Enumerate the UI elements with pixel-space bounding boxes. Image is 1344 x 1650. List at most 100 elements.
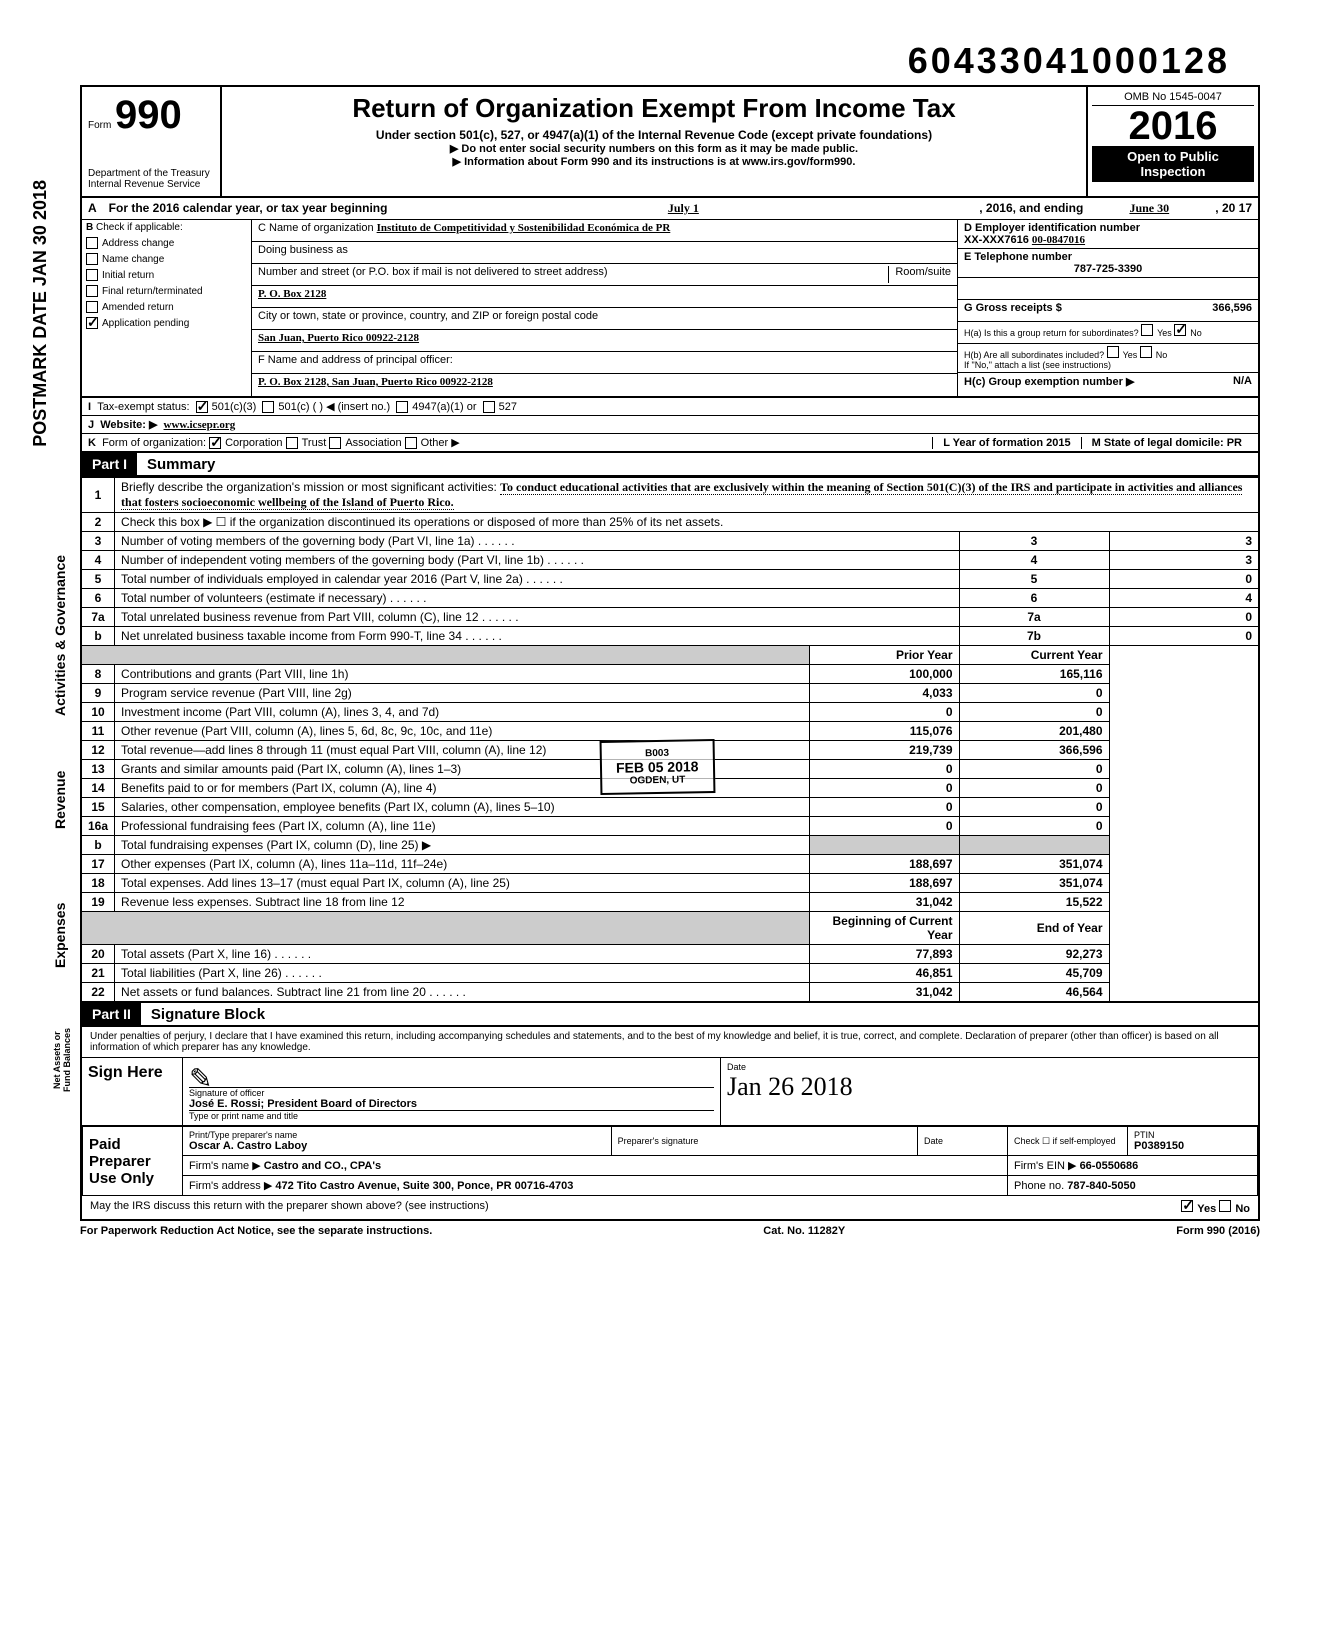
part2-title: Signature Block [141,1006,265,1023]
chk-corporation[interactable] [209,437,221,449]
col-prior-year: Prior Year [809,646,959,665]
chk-final-return[interactable] [86,285,98,297]
name-change-label: Name change [102,254,164,265]
firm-addr-label: Firm's address ▶ [189,1180,272,1192]
col-end-year: End of Year [959,912,1109,945]
arrow-note-1: ▶ Do not enter social security numbers o… [228,142,1080,155]
hc-label: H(c) Group exemption number ▶ [964,376,1134,388]
ha-yes[interactable] [1141,324,1153,336]
b-label: B [86,222,93,233]
e-label: E Telephone number [964,251,1072,263]
part2-label: Part II [82,1003,141,1025]
form-number: 990 [115,93,182,137]
tax-end: June 30 [1089,198,1209,219]
col-de: D Employer identification numberXX-XXX76… [958,220,1258,396]
firm-ein-label: Firm's EIN ▶ [1014,1160,1077,1172]
ptin-label: PTIN [1134,1130,1251,1140]
row-a-text: For the 2016 calendar year, or tax year … [103,198,394,219]
part2-header: Part II Signature Block [80,1003,1260,1027]
col-b: B Check if applicable: Address change Na… [82,220,252,396]
chk-other[interactable] [405,437,417,449]
chk-application-pending[interactable] [86,317,98,329]
chk-name-change[interactable] [86,253,98,265]
m-label: M State of legal domicile: [1092,437,1224,449]
open-public: Open to Public [1095,149,1251,164]
opt-corporation: Corporation [225,437,282,449]
opt-501c: 501(c) ( ) ◀ (insert no.) [278,400,390,413]
row-j: J Website: ▶ www.icsepr.org [80,416,1260,434]
vtab-revenue: Revenue [52,750,68,850]
chk-501c3[interactable] [196,401,208,413]
sig-date-label: Date [727,1062,1252,1072]
initial-return-label: Initial return [102,270,154,281]
opt-501c3: 501(c)(3) [212,401,257,413]
hb-label: H(b) Are all subordinates included? [964,350,1104,360]
application-pending-label: Application pending [102,318,189,329]
firm-address: 472 Tito Castro Avenue, Suite 300, Ponce… [275,1180,573,1192]
line2-text: Check this box ▶ ☐ if the organization d… [115,513,1259,532]
form-of-org-label: Form of organization: [102,437,206,449]
chk-trust[interactable] [286,437,298,449]
part1-title: Summary [137,456,215,473]
website-url: www.icsepr.org [164,419,236,431]
paid-preparer-label: Paid Preparer Use Only [83,1127,183,1196]
form-page: 60433041000128 POSTMARK DATE JAN 30 2018… [80,40,1260,1241]
chk-initial-return[interactable] [86,269,98,281]
form-footer: Form 990 (2016) [1176,1225,1260,1237]
preparer-date-label: Date [924,1136,1001,1146]
signature-block: Under penalties of perjury, I declare th… [80,1027,1260,1221]
stamp-date: FEB 05 2018 [616,758,699,775]
col-c: C Name of organization Instituto de Comp… [252,220,958,396]
inspection-label: Inspection [1095,164,1251,179]
col-begin-year: Beginning of Current Year [809,912,959,945]
line1-label: Briefly describe the organization's miss… [121,480,497,494]
i-label: I [88,401,91,413]
form-label: Form [88,120,111,131]
chk-501c[interactable] [262,401,274,413]
firm-name-label: Firm's name ▶ [189,1160,261,1172]
opt-527: 527 [499,401,517,413]
sig-officer-label: Signature of officer [189,1088,714,1098]
chk-527[interactable] [483,401,495,413]
org-name: Instituto de Competitividad y Sostenibil… [377,222,671,234]
sign-here-label: Sign Here [82,1058,182,1125]
preparer-name: Oscar A. Castro Laboy [189,1140,307,1152]
chk-association[interactable] [329,437,341,449]
opt-trust: Trust [302,437,327,449]
chk-address-change[interactable] [86,237,98,249]
discuss-no[interactable] [1219,1200,1231,1212]
address-change-label: Address change [102,238,174,249]
type-name-label: Type or print name and title [189,1111,714,1121]
d-label: D Employer identification number [964,222,1140,234]
website-label: Website: ▶ [100,418,157,431]
hb-yes[interactable] [1107,346,1119,358]
ha-no[interactable] [1174,324,1186,336]
addr-label: Number and street (or P.O. box if mail i… [258,266,888,283]
preparer-table: Paid Preparer Use Only Print/Type prepar… [82,1126,1258,1196]
row-a: A For the 2016 calendar year, or tax yea… [80,198,1260,220]
postmark-stamp: POSTMARK DATE JAN 30 2018 [30,180,51,447]
part1-label: Part I [82,453,137,475]
phone-label: Phone no. [1014,1180,1064,1192]
f-label: F Name and address of principal officer: [258,354,453,366]
ha-label: H(a) Is this a group return for subordin… [964,328,1139,338]
final-return-label: Final return/terminated [102,286,203,297]
self-employed-check: Check ☐ if self-employed [1008,1127,1128,1156]
street-address: P. O. Box 2128 [258,288,326,300]
sig-date: Jan 26 2018 [727,1072,1252,1102]
preparer-sig-label: Preparer's signature [618,1136,911,1146]
paperwork-notice: For Paperwork Reduction Act Notice, see … [80,1225,432,1237]
hb-no[interactable] [1140,346,1152,358]
row-a-yr: , 20 17 [1209,198,1258,219]
dba-label: Doing business as [258,244,348,256]
chk-amended-return[interactable] [86,301,98,313]
arrow-note-2: ▶ Information about Form 990 and its ins… [228,155,1080,168]
chk-4947[interactable] [396,401,408,413]
vtab-expenses: Expenses [52,870,68,1000]
opt-association: Association [345,437,401,449]
ein-masked: XX-XXX7616 [964,234,1029,246]
dln-number: 60433041000128 [908,40,1230,82]
officer-name: José E. Rossi; President Board of Direct… [189,1098,714,1111]
discuss-yes[interactable] [1181,1200,1193,1212]
form-header: Form 990 Department of the Treasury Inte… [80,85,1260,198]
